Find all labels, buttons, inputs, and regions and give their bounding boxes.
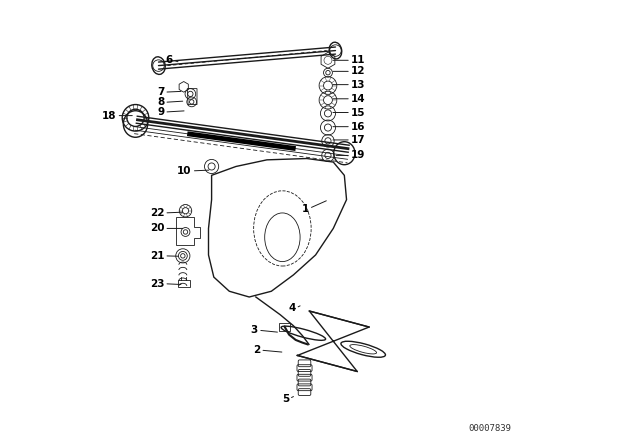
Text: 1: 1 [301,203,309,214]
Text: 19: 19 [351,151,365,160]
Text: 4: 4 [288,303,296,313]
Text: 2: 2 [253,345,260,355]
Text: 12: 12 [351,66,365,76]
Text: 7: 7 [157,87,164,97]
Text: 8: 8 [157,97,164,108]
Text: 3: 3 [251,325,258,335]
Text: 16: 16 [351,122,365,132]
Text: 17: 17 [351,135,365,145]
Text: 23: 23 [150,279,164,289]
Text: 15: 15 [351,108,365,117]
Text: 6: 6 [166,55,173,65]
Text: 18: 18 [102,111,116,121]
Text: 13: 13 [351,80,365,90]
Text: 22: 22 [150,208,164,218]
Text: 00007839: 00007839 [469,424,512,433]
Text: 9: 9 [157,107,164,117]
Text: 21: 21 [150,251,164,261]
Text: 20: 20 [150,224,164,233]
Text: 14: 14 [351,94,365,104]
Text: 5: 5 [282,394,289,404]
Text: 11: 11 [351,55,365,65]
Text: 10: 10 [177,166,192,176]
